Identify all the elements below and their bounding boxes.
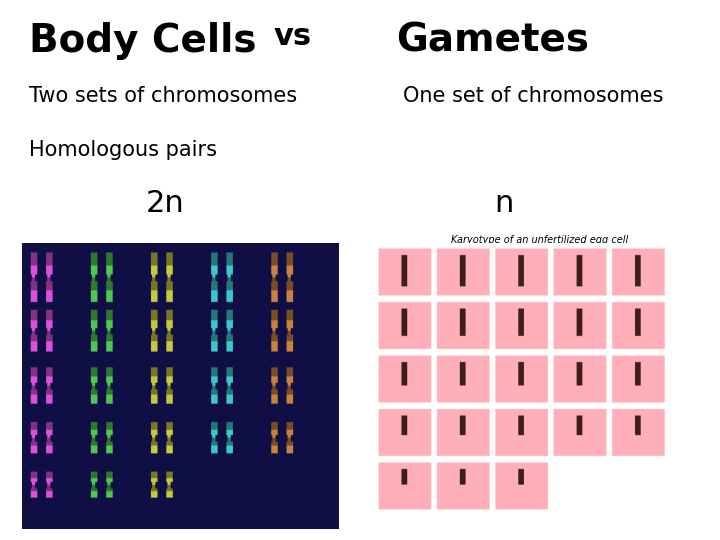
Text: One set of chromosomes: One set of chromosomes [403, 86, 664, 106]
Text: vs: vs [274, 22, 312, 51]
Text: Homologous pairs: Homologous pairs [29, 140, 217, 160]
Text: Gametes: Gametes [396, 22, 589, 59]
Text: Karyotype of an unfertilized egg cell: Karyotype of an unfertilized egg cell [451, 235, 629, 245]
Text: Two sets of chromosomes: Two sets of chromosomes [29, 86, 297, 106]
Text: Body Cells: Body Cells [29, 22, 256, 59]
Text: 2n: 2n [146, 189, 185, 218]
Text: n: n [495, 189, 513, 218]
